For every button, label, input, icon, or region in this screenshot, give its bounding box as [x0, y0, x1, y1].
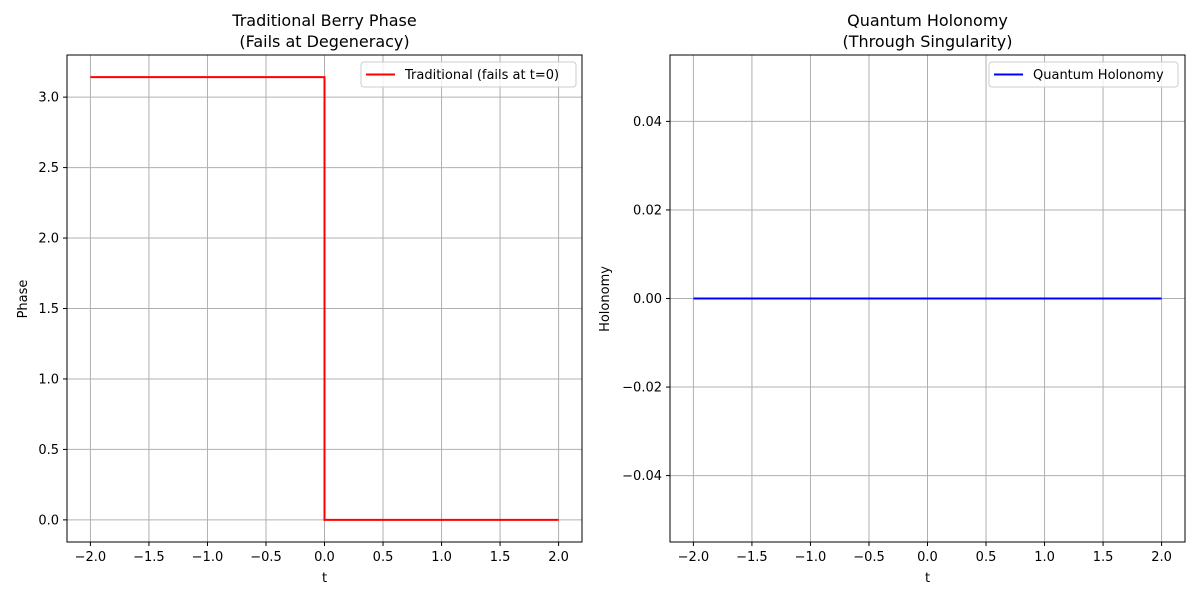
x-tick-label: 1.5 [490, 550, 511, 565]
chart-title: Quantum Holonomy [847, 11, 1008, 30]
x-tick-label: 1.0 [431, 550, 452, 565]
x-tick-label: −1.5 [736, 550, 768, 565]
y-tick-label: 2.5 [38, 161, 59, 176]
x-tick-label: 1.5 [1093, 550, 1114, 565]
x-tick-label: 0.5 [976, 550, 997, 565]
plot-area [90, 76, 559, 521]
x-tick-label: −1.0 [192, 550, 224, 565]
x-tick-label: 0.0 [917, 550, 938, 565]
chart-subtitle: (Fails at Degeneracy) [239, 32, 409, 51]
x-tick-label: −1.0 [795, 550, 827, 565]
x-axis-label: t [925, 571, 930, 586]
y-tick-label: 1.5 [38, 302, 59, 317]
chart-traditional-berry-phase: Traditional Berry Phase (Fails at Degene… [16, 11, 583, 586]
y-tick-label: 2.0 [38, 232, 59, 247]
legend-box [988, 61, 1179, 88]
x-tick-label: −1.5 [133, 550, 165, 565]
legend-label: Traditional (fails at t=0) [404, 68, 559, 83]
ticks: −2.0 −1.5 −1.0 −0.5 0.0 0.5 1.0 1.5 2.0 −0.04 −0.0… [622, 115, 1172, 565]
x-tick-label: −2.0 [75, 550, 107, 565]
y-tick-label: 0.00 [633, 292, 662, 307]
legend-box [360, 61, 577, 88]
y-tick-label: 1.0 [38, 372, 59, 387]
y-tick-label: −0.02 [622, 381, 662, 396]
y-tick-label: 0.5 [38, 443, 59, 458]
x-tick-label: 2.0 [1151, 550, 1172, 565]
x-tick-label: 2.0 [548, 550, 569, 565]
x-axis-label: t [322, 571, 327, 586]
y-tick-label: 3.0 [38, 91, 59, 106]
chart-quantum-holonomy: Quantum Holonomy (Through Singularity) −… [598, 11, 1186, 586]
x-tick-label: 0.0 [314, 550, 335, 565]
x-tick-label: −0.5 [250, 550, 282, 565]
legend: Traditional (fails at t=0) [360, 61, 577, 88]
y-tick-label: 0.04 [633, 115, 662, 130]
x-tick-label: 1.0 [1034, 550, 1055, 565]
series-line [90, 76, 559, 521]
x-tick-label: −0.5 [853, 550, 885, 565]
chart-subtitle: (Through Singularity) [843, 32, 1013, 51]
ticks: −2.0 −1.5 −1.0 −0.5 0.0 0.5 1.0 1.5 2.0 0.0 0.5 1.0… [38, 91, 569, 565]
y-tick-label: 0.02 [633, 203, 662, 218]
x-tick-label: −2.0 [678, 550, 710, 565]
chart-title: Traditional Berry Phase [231, 11, 416, 30]
y-axis-label: Phase [16, 280, 31, 319]
y-axis-label: Holonomy [598, 266, 613, 332]
legend-label: Quantum Holonomy [1033, 68, 1164, 83]
x-tick-label: 0.5 [373, 550, 394, 565]
y-tick-label: 0.0 [38, 513, 59, 528]
legend: Quantum Holonomy [988, 61, 1179, 88]
y-tick-label: −0.04 [622, 469, 662, 484]
